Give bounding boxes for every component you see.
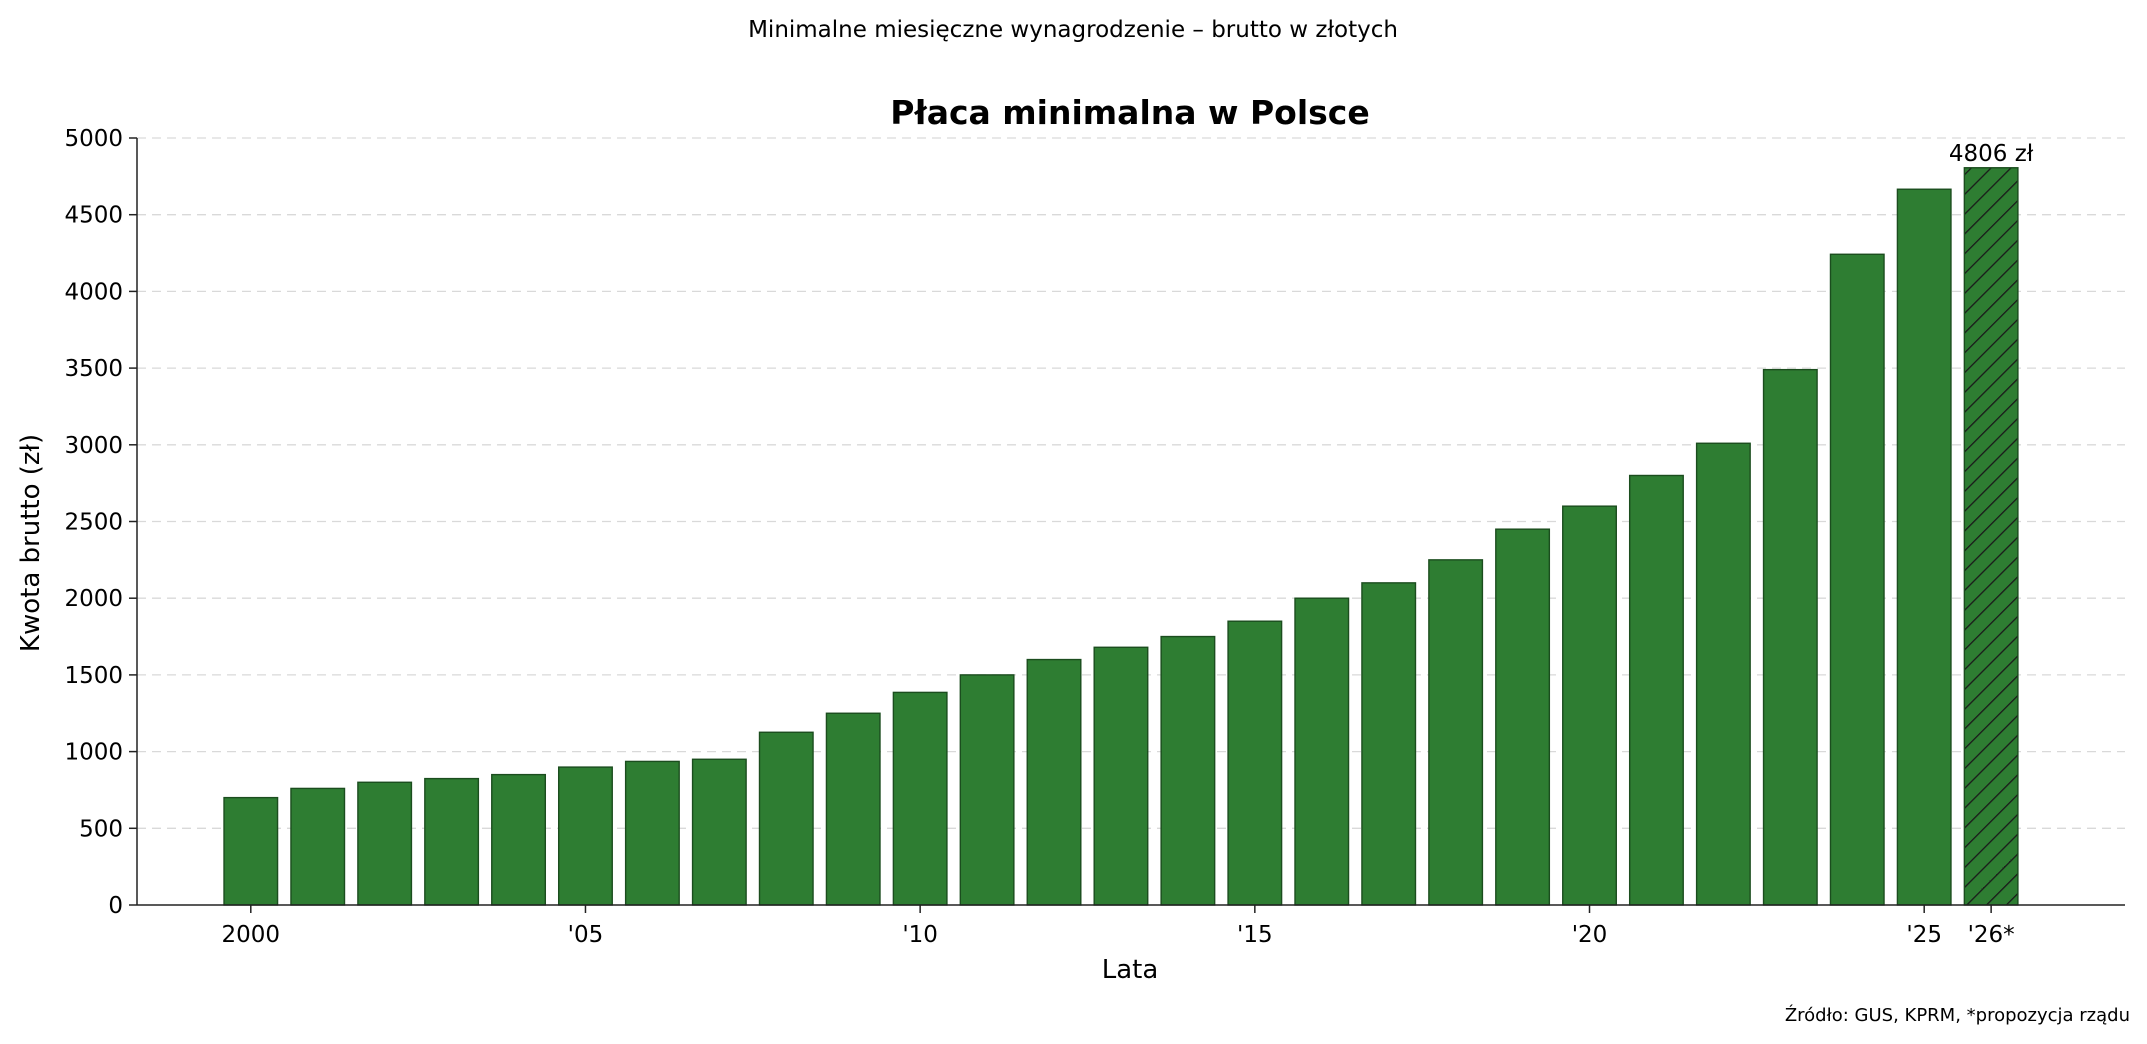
bar-2016: [1294, 597, 1350, 906]
y-tick-label: 500: [79, 816, 123, 842]
y-tick-label: 0: [108, 893, 123, 919]
bar-2011: [959, 674, 1015, 906]
x-tick-label: '15: [1237, 922, 1273, 948]
bar-2014: [1160, 635, 1216, 906]
bar-2006: [624, 760, 680, 906]
x-axis-label: Lata: [1102, 955, 1159, 985]
bar-2013: [1093, 646, 1149, 906]
y-tick-label: 1500: [64, 663, 123, 689]
bar-2019: [1495, 528, 1551, 906]
y-tick-label: 3500: [64, 356, 123, 382]
bar-2017: [1361, 582, 1417, 906]
bar-2008: [758, 731, 814, 906]
bar-2012: [1026, 658, 1082, 906]
bar-2010: [892, 691, 948, 906]
bar-2005: [557, 766, 613, 906]
y-tick-label: 2000: [64, 586, 123, 612]
labels: 0 500 1000 1500 2000 2500 3000 3500 4000 4500 5000…: [64, 126, 2033, 948]
y-tick-label: 1000: [64, 740, 123, 766]
x-tick-label: '05: [568, 922, 604, 948]
x-tick-label: 2000: [222, 922, 281, 948]
x-tick-label: '25: [1906, 922, 1942, 948]
source-note: Źródło: GUS, KPRM, *propozycja rządu: [1785, 1004, 2130, 1026]
x-tick-label: '10: [902, 922, 938, 948]
bar-2002: [357, 781, 413, 906]
bar-2023: [1762, 368, 1818, 906]
grid: [137, 137, 2125, 829]
y-axis-label: Kwota brutto (zł): [16, 434, 46, 652]
y-tick-label: 4500: [64, 203, 123, 229]
bar-2022: [1695, 442, 1751, 906]
x-tick-label: '26*: [1968, 922, 2015, 948]
chart-suptitle: Minimalne miesięczne wynagrodzenie – bru…: [748, 17, 1398, 43]
bars: [223, 167, 2019, 906]
axes: [129, 137, 2125, 913]
bar-2015: [1227, 620, 1283, 906]
bar-2004: [491, 773, 547, 906]
x-tick-label: '20: [1572, 922, 1608, 948]
bar-2024: [1829, 253, 1885, 906]
bar-2026: [1963, 167, 2019, 906]
bar-2009: [825, 712, 881, 906]
bar-2003: [424, 777, 480, 906]
bar-2007: [691, 758, 747, 906]
chart-title: Płaca minimalna w Polsce: [890, 93, 1369, 132]
bar-2020: [1562, 505, 1617, 906]
bar-2001: [290, 787, 346, 906]
y-tick-label: 3000: [64, 433, 123, 459]
y-tick-label: 4000: [64, 279, 123, 305]
y-tick-label: 5000: [64, 126, 123, 152]
data-label: 4806 zł: [1949, 141, 2034, 167]
bar-2025: [1896, 188, 1952, 906]
bar-2018: [1428, 559, 1484, 906]
bar-2021: [1628, 474, 1684, 906]
y-tick-label: 2500: [64, 510, 123, 536]
bar-2000: [223, 796, 279, 906]
